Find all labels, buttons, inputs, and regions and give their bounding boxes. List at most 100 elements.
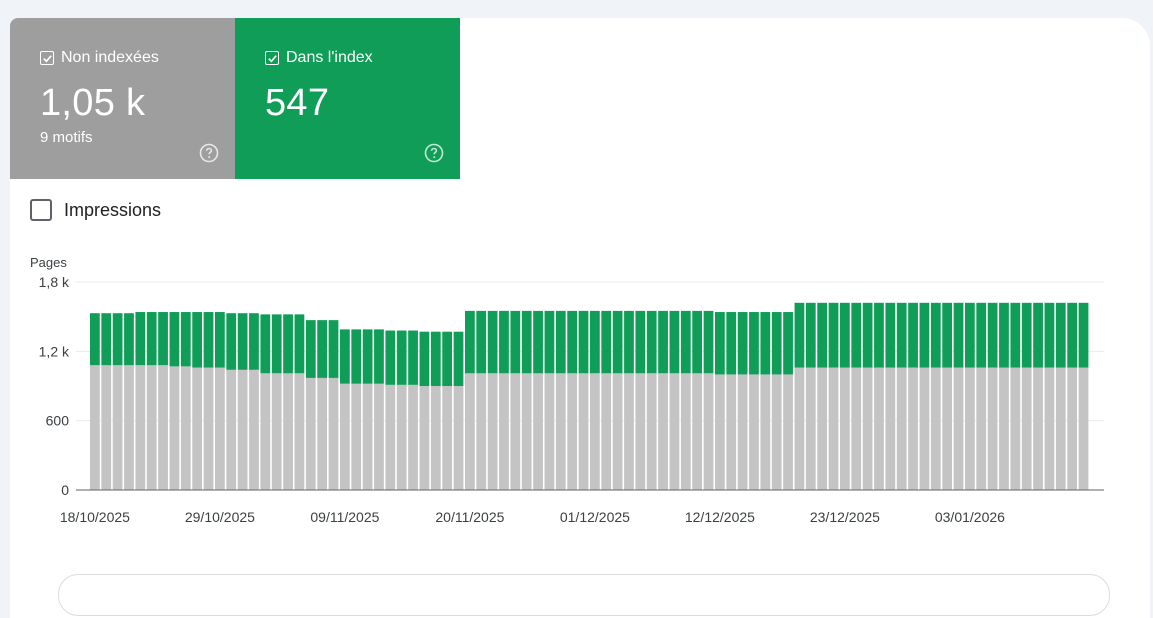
bar-segment-non-indexed <box>794 367 805 490</box>
bar-segment-non-indexed <box>226 369 237 490</box>
help-icon[interactable] <box>199 143 219 163</box>
y-axis-label: Pages <box>30 255 67 270</box>
bar-segment-non-indexed <box>283 373 293 490</box>
bar-segment-non-indexed <box>1044 367 1055 490</box>
bar-segment-non-indexed <box>840 367 850 490</box>
bar-segment-non-indexed <box>90 365 100 490</box>
bar-segment-non-indexed <box>919 367 930 490</box>
bar-segment-non-indexed <box>942 367 953 490</box>
bar-segment-non-indexed <box>874 367 884 490</box>
tile-indexed[interactable]: Dans l'index 547 <box>235 18 460 179</box>
tile-non-indexed-header[interactable]: Non indexées <box>40 49 159 67</box>
bar-segment-indexed <box>896 302 907 368</box>
bar-segment-non-indexed <box>999 367 1009 490</box>
bar-segment-non-indexed <box>453 386 464 490</box>
bar-segment-indexed <box>419 331 430 386</box>
bar-segment-indexed <box>680 310 691 374</box>
y-tick-label: 1,8 k <box>39 274 70 290</box>
bar-segment-non-indexed <box>146 365 157 490</box>
x-tick-label: 01/12/2025 <box>560 509 630 525</box>
bar-segment-non-indexed <box>783 374 793 490</box>
bar-segment-non-indexed <box>260 373 271 490</box>
bar-segment-non-indexed <box>374 383 384 490</box>
bar-segment-indexed <box>294 314 305 374</box>
bar-segment-non-indexed <box>760 374 771 490</box>
bar-segment-non-indexed <box>1055 367 1066 490</box>
bar-segment-non-indexed <box>726 374 737 490</box>
bar-segment-indexed <box>192 312 203 368</box>
bar-segment-indexed <box>942 302 953 368</box>
tile-non-indexed[interactable]: Non indexées 1,05 k 9 motifs <box>10 18 235 179</box>
bar-segment-non-indexed <box>692 373 703 490</box>
bar-segment-non-indexed <box>328 377 339 490</box>
impressions-checkbox[interactable] <box>30 199 52 221</box>
impressions-label: Impressions <box>64 199 162 220</box>
bar-segment-non-indexed <box>930 367 941 490</box>
tile-non-indexed-value: 1,05 k <box>40 82 146 124</box>
bar-segment-non-indexed <box>828 367 839 490</box>
bar-segment-non-indexed <box>385 384 396 490</box>
bar-segment-non-indexed <box>521 373 532 490</box>
index-report-card: Non indexées 1,05 k 9 motifs Dans l'inde… <box>10 18 1150 618</box>
bar-segment-indexed <box>555 310 566 374</box>
bar-segment-indexed <box>965 302 975 368</box>
bar-segment-indexed <box>249 313 259 370</box>
bar-segment-non-indexed <box>169 366 180 490</box>
bar-segment-indexed <box>692 310 703 374</box>
bar-segment-indexed <box>612 310 623 374</box>
bar-segment-indexed <box>112 313 123 366</box>
bar-segment-non-indexed <box>180 366 191 490</box>
bar-segment-non-indexed <box>680 373 691 490</box>
bar-segment-indexed <box>487 310 498 374</box>
tile-non-indexed-label: Non indexées <box>61 49 159 66</box>
help-icon[interactable] <box>424 143 444 163</box>
bar-segment-indexed <box>226 313 237 370</box>
bar-segment-non-indexed <box>1010 367 1021 490</box>
bar-segment-indexed <box>158 312 168 366</box>
pages-chart: Pages 0 600 1,2 k 1,8 k 18/10/2025 29/10/2025 0… <box>30 255 1104 525</box>
bar-segment-non-indexed <box>715 374 725 490</box>
bar-segment-non-indexed <box>203 367 214 490</box>
bar-segment-non-indexed <box>192 367 203 490</box>
bar-segment-non-indexed <box>646 373 657 490</box>
bar-segment-non-indexed <box>430 386 441 490</box>
bar-segment-indexed <box>374 329 384 384</box>
x-tick-label: 20/11/2025 <box>435 509 504 525</box>
bar-segment-indexed <box>805 302 816 368</box>
bar-segment-non-indexed <box>862 367 873 490</box>
bar-segment-indexed <box>862 302 873 368</box>
bar-segment-non-indexed <box>124 365 134 490</box>
bar-segment-non-indexed <box>419 386 430 490</box>
bar-segment-indexed <box>760 312 771 375</box>
bar-segment-non-indexed <box>635 373 646 490</box>
x-tick-label: 03/01/2026 <box>935 509 1005 525</box>
bar-segment-non-indexed <box>1021 367 1032 490</box>
bar-segment-non-indexed <box>590 373 600 490</box>
bar-segment-indexed <box>703 310 714 374</box>
bar-segment-indexed <box>101 313 112 366</box>
bar-segment-indexed <box>874 302 884 368</box>
bar-segment-indexed <box>987 302 998 368</box>
bar-segment-indexed <box>828 302 839 368</box>
checkbox-checked-icon[interactable] <box>265 51 279 65</box>
bar-segment-indexed <box>533 310 543 374</box>
checkbox-checked-icon[interactable] <box>40 51 54 65</box>
bar-segment-non-indexed <box>749 374 759 490</box>
tile-indexed-header[interactable]: Dans l'index <box>265 49 373 67</box>
bar-segment-non-indexed <box>305 377 316 490</box>
bar-segment-indexed <box>578 310 589 374</box>
bar-segment-non-indexed <box>1067 367 1078 490</box>
impressions-toggle[interactable]: Impressions <box>30 199 161 221</box>
bar-segment-non-indexed <box>317 377 328 490</box>
bar-segment-non-indexed <box>771 374 782 490</box>
bar-segment-indexed <box>953 302 964 368</box>
bar-segment-indexed <box>567 310 578 374</box>
bar-segment-non-indexed <box>601 373 612 490</box>
bar-segment-indexed <box>271 314 282 374</box>
bar-segment-indexed <box>521 310 532 374</box>
bar-segment-non-indexed <box>533 373 543 490</box>
bar-segment-indexed <box>510 310 521 374</box>
bar-segment-non-indexed <box>442 386 453 490</box>
bar-segment-indexed <box>442 331 453 386</box>
bar-segment-indexed <box>999 302 1009 368</box>
